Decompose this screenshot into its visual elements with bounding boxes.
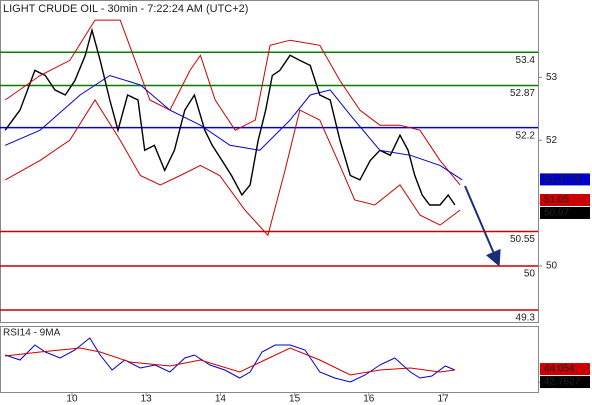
- last-value-label: 42.7627: [544, 377, 581, 388]
- rsi-panel: [0, 326, 539, 393]
- last-value-label: 51.3774: [544, 174, 581, 185]
- last-value-box: [540, 363, 590, 376]
- last-value-box: [540, 206, 590, 219]
- level-label: 53.4: [516, 55, 536, 66]
- level-label: 52.87: [510, 88, 535, 99]
- last-value-box: [540, 376, 590, 389]
- series-line: [4, 27, 456, 206]
- last-value-label: 51.05: [544, 195, 569, 206]
- series-line: [5, 74, 463, 181]
- y-tick-label: 50: [546, 261, 558, 272]
- x-tick-label: 17: [437, 394, 449, 405]
- level-label: 49.3: [516, 313, 536, 324]
- x-tick-label: 16: [363, 394, 375, 405]
- level-label: 50: [524, 269, 536, 280]
- chart-title: LIGHT CRUDE OIL - 30min - 7:22:24 AM (UT…: [3, 3, 248, 15]
- x-tick-label: 10: [66, 394, 78, 405]
- series-line: [5, 337, 456, 383]
- price-panel: [0, 0, 539, 323]
- x-tick-label: 15: [289, 394, 301, 405]
- last-value-label: 44.054: [544, 364, 575, 375]
- projection-arrow: [464, 185, 501, 267]
- level-label: 50.55: [510, 234, 535, 245]
- y-tick-label: 53: [546, 72, 558, 83]
- last-value-box: [540, 193, 590, 206]
- rsi-title: RSI14 - 9MA: [3, 328, 61, 339]
- level-label: 52.2: [516, 130, 536, 141]
- last-value-box: [540, 173, 590, 186]
- last-value-label: 50.97: [544, 208, 569, 219]
- y-tick-label: 52: [546, 135, 558, 146]
- series-line: [5, 347, 455, 376]
- series-line: [4, 19, 461, 186]
- x-tick-label: 14: [215, 394, 227, 405]
- x-tick-label: 13: [141, 394, 153, 405]
- series-line: [4, 99, 461, 237]
